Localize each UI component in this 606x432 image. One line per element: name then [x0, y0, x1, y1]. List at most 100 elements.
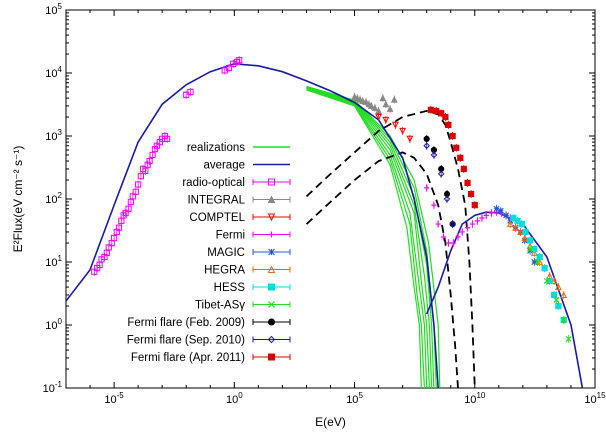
data-point [527, 246, 534, 253]
data-point [483, 212, 489, 218]
data-point [543, 277, 550, 284]
legend-marker [268, 283, 275, 291]
data-point [371, 104, 379, 111]
data-point [517, 228, 524, 236]
data-point [560, 316, 567, 324]
data-point [146, 157, 153, 165]
data-point [555, 302, 562, 310]
data-point [493, 205, 500, 212]
data-point [163, 135, 171, 142]
data-point [546, 277, 553, 285]
data-point [132, 188, 139, 195]
legend-label: Fermi [216, 230, 245, 242]
data-point [137, 173, 144, 180]
average-curve [425, 211, 584, 388]
data-point [135, 181, 142, 188]
data-point [457, 154, 464, 161]
data-point [115, 224, 123, 231]
data-point [125, 205, 132, 212]
legend-marker [267, 195, 276, 203]
realization-curve [306, 88, 428, 388]
data-point [536, 253, 543, 261]
data-point [225, 64, 233, 72]
dashed-model-curve [305, 151, 459, 388]
data-point [479, 215, 485, 221]
data-point [449, 220, 456, 228]
legend-marker [267, 213, 276, 222]
legend-label: Fermi flare (Apr. 2011) [131, 352, 245, 364]
legend-marker [268, 353, 275, 361]
data-point [565, 335, 572, 343]
data-point [391, 121, 399, 129]
legend-label: radio-optical [182, 177, 245, 189]
y-tick-label: 102 [45, 191, 62, 206]
data-point [534, 258, 541, 266]
data-point [399, 127, 407, 135]
data-point [503, 212, 510, 219]
average-curve [66, 62, 439, 388]
data-point [560, 291, 568, 299]
data-point [460, 165, 467, 173]
data-point [187, 88, 194, 96]
data-point [474, 218, 481, 224]
data-point [541, 265, 548, 272]
data-point [110, 234, 118, 242]
data-point [518, 220, 525, 228]
y-tick-label: 105 [45, 2, 62, 17]
legend-label: Fermi flare (Sep. 2010) [127, 335, 245, 347]
data-point [230, 60, 237, 67]
x-tick-label: 10-5 [104, 391, 124, 406]
data-point [386, 105, 394, 112]
data-point [459, 229, 465, 235]
y-tick-label: 10-1 [43, 380, 63, 395]
data-point [488, 210, 495, 216]
realization-curve [306, 89, 422, 388]
data-point [471, 202, 478, 209]
data-point [437, 170, 445, 178]
data-point [469, 221, 476, 227]
x-tick-label: 1015 [584, 391, 606, 406]
data-point [453, 144, 460, 151]
data-point [406, 135, 414, 143]
data-point [367, 102, 375, 110]
legend-marker [267, 335, 276, 344]
data-point [424, 185, 430, 191]
realization-curve [306, 88, 425, 388]
legend-label: average [203, 160, 245, 172]
data-point [512, 224, 520, 231]
data-point [443, 195, 451, 203]
data-point [382, 100, 390, 108]
data-point [382, 116, 390, 124]
x-tick-label: 100 [226, 391, 243, 406]
data-point [440, 234, 447, 240]
data-point [531, 259, 538, 265]
data-point [445, 240, 451, 246]
y-tick-label: 101 [45, 254, 62, 269]
legend: realizations average radio-optical INTEGRAL… [127, 142, 291, 364]
data-point [531, 246, 538, 253]
data-point [554, 283, 562, 291]
y-axis-title: E²Flux(eV cm⁻² s⁻¹) [11, 146, 25, 253]
legend-label: realizations [187, 142, 245, 154]
data-point [553, 296, 560, 303]
dashed-model-curve [305, 109, 476, 388]
legend-label: INTEGRAL [187, 195, 245, 207]
legend-label: COMPTEL [189, 212, 245, 224]
data-point [142, 167, 149, 174]
data-point [522, 228, 529, 236]
legend-label: HESS [214, 282, 246, 294]
data-point [149, 151, 156, 159]
data-point [449, 132, 456, 140]
x-axis-title: E(eV) [315, 415, 346, 429]
data-point [445, 121, 452, 129]
data-point [514, 217, 521, 224]
data-point [427, 106, 435, 113]
data-point [423, 135, 430, 142]
data-point [497, 207, 504, 214]
data-point [144, 161, 151, 168]
x-tick-label: 105 [346, 391, 363, 406]
data-point [423, 142, 430, 150]
y-tick-label: 103 [45, 128, 62, 143]
data-point [464, 179, 471, 187]
legend-label: HEGRA [204, 265, 245, 277]
